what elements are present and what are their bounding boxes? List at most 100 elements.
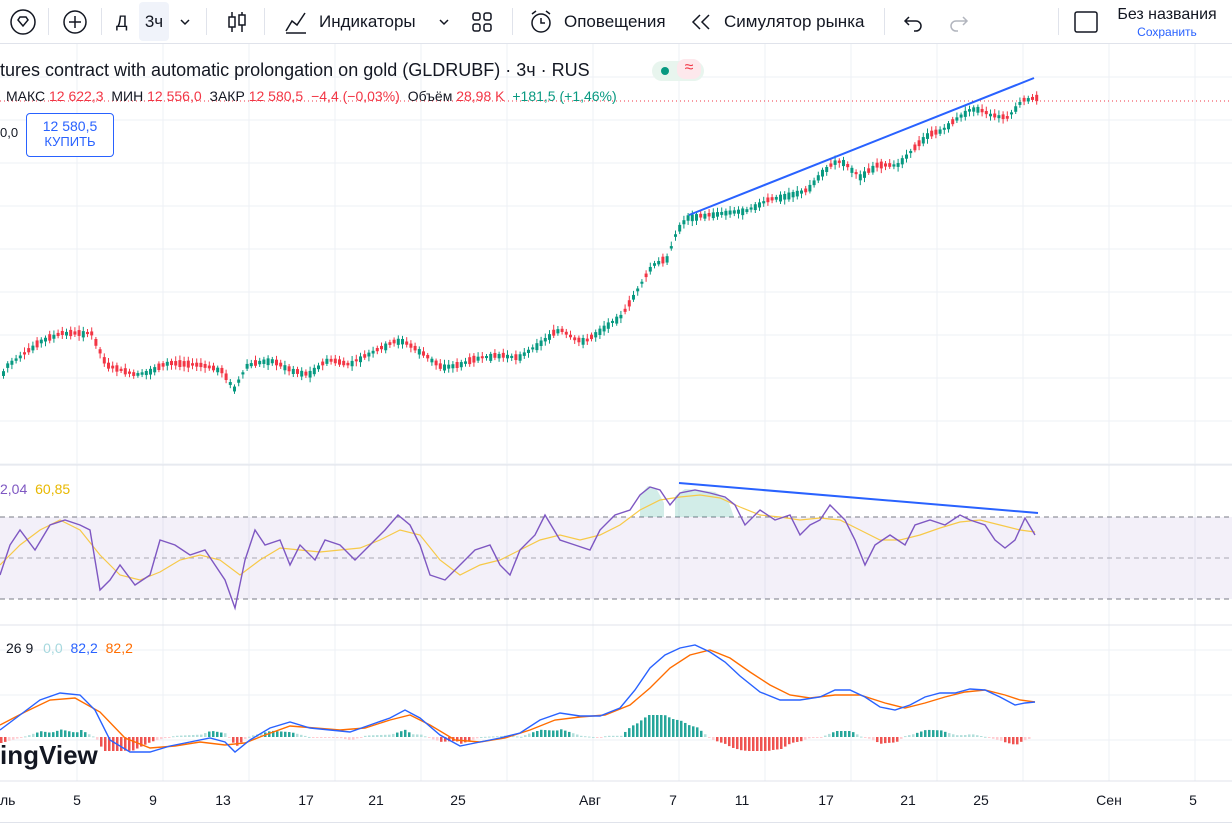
candle-body bbox=[430, 358, 434, 363]
buy-price: 12 580,5 bbox=[42, 118, 98, 134]
candle-body bbox=[669, 246, 673, 249]
interval-3h-button[interactable]: 3ч bbox=[139, 2, 169, 41]
time-axis-label: Авг bbox=[579, 792, 601, 808]
candle-body bbox=[98, 349, 102, 354]
save-link[interactable]: Сохранить bbox=[1137, 25, 1197, 39]
macd-hist-bar bbox=[840, 731, 843, 737]
macd-hist-bar bbox=[952, 734, 955, 737]
macd-hist-bar bbox=[272, 730, 275, 737]
chart-type-button[interactable] bbox=[224, 0, 250, 43]
symbol-favorite-button[interactable] bbox=[10, 0, 36, 43]
macd-hist-bar bbox=[628, 728, 631, 737]
macd-hist-bar bbox=[660, 715, 663, 737]
candle-body bbox=[833, 160, 837, 165]
macd-hist-bar bbox=[692, 726, 695, 737]
macd-hist-bar bbox=[300, 734, 303, 737]
macd-hist-bar bbox=[916, 732, 919, 737]
price-chart[interactable] bbox=[0, 44, 1232, 838]
candle-body bbox=[745, 209, 749, 213]
delay-icon: ≈ bbox=[677, 59, 701, 79]
candle-body bbox=[300, 370, 304, 377]
time-axis-label: 9 bbox=[149, 792, 157, 808]
macd-hist-bar bbox=[756, 737, 759, 751]
macd-hist-bar bbox=[748, 737, 751, 751]
candle-body bbox=[493, 352, 497, 358]
candle-body bbox=[359, 356, 362, 363]
macd-hist-bar bbox=[76, 732, 79, 737]
top-toolbar: Д 3ч Индикаторы Оповещения Симулятор рын… bbox=[0, 0, 1232, 44]
macd-hist-bar bbox=[156, 737, 159, 741]
macd-hist-bar bbox=[908, 735, 911, 737]
candle-body bbox=[212, 365, 215, 371]
alerts-button[interactable]: Оповещения bbox=[528, 0, 666, 43]
buy-button[interactable]: 12 580,5 КУПИТЬ bbox=[26, 113, 114, 157]
symbol-title[interactable]: tures contract with automatic prolongati… bbox=[0, 60, 590, 80]
rewind-icon bbox=[690, 11, 712, 33]
undo-button[interactable] bbox=[902, 0, 924, 43]
candle-body bbox=[947, 123, 950, 130]
compare-symbol-button[interactable] bbox=[62, 0, 88, 43]
grid-icon bbox=[470, 10, 494, 34]
market-simulator-button[interactable]: Симулятор рынка bbox=[690, 0, 864, 43]
candle-body bbox=[35, 340, 39, 348]
candle-body bbox=[170, 360, 173, 366]
macd-hist-bar bbox=[4, 737, 7, 742]
chart-grid bbox=[0, 44, 1232, 781]
candle-body bbox=[1026, 98, 1030, 102]
interval-d-button[interactable]: Д bbox=[116, 0, 128, 43]
macd-hist-bar bbox=[304, 735, 307, 737]
candle-body bbox=[518, 354, 522, 361]
macd-hist-bar bbox=[424, 736, 427, 738]
candle-body bbox=[539, 340, 543, 347]
macd-hist-bar bbox=[336, 737, 339, 739]
macd-hist-bar bbox=[436, 737, 439, 741]
candle-body bbox=[291, 368, 295, 374]
layout-checkbox[interactable] bbox=[1073, 0, 1099, 43]
macd-hist-bar bbox=[868, 737, 871, 739]
indicators-icon bbox=[283, 9, 309, 35]
macd-hist-bar bbox=[568, 731, 571, 737]
candle-body bbox=[930, 130, 934, 137]
candle-body bbox=[766, 197, 770, 203]
indicators-dropdown[interactable] bbox=[437, 0, 451, 43]
macd-hist-bar bbox=[1000, 737, 1003, 741]
templates-button[interactable] bbox=[470, 0, 494, 43]
interval-dropdown[interactable] bbox=[178, 0, 192, 43]
candle-body bbox=[1022, 97, 1026, 102]
macd-hist-bar bbox=[180, 735, 183, 737]
candle-body bbox=[648, 266, 652, 272]
candle-body bbox=[732, 210, 736, 214]
macd-hist-bar bbox=[1012, 737, 1015, 745]
candle-body bbox=[396, 338, 400, 345]
macd-hist-bar bbox=[352, 737, 355, 740]
candle-body bbox=[90, 331, 94, 336]
macd-hist-bar bbox=[604, 736, 607, 738]
rsi-overbought-fill-2 bbox=[675, 489, 734, 517]
candle-body bbox=[564, 331, 568, 335]
indicators-button[interactable]: Индикаторы bbox=[283, 0, 416, 43]
candle-body bbox=[615, 316, 619, 324]
candle-body bbox=[102, 357, 106, 364]
volume-label: Объём bbox=[407, 88, 453, 104]
macd-hist-bar bbox=[376, 735, 379, 737]
macd-hist-bar bbox=[292, 732, 295, 737]
candle-body bbox=[905, 154, 908, 159]
candle-body bbox=[627, 300, 631, 307]
candle-body bbox=[69, 329, 73, 337]
candle-body bbox=[228, 382, 232, 385]
candle-body bbox=[266, 358, 270, 366]
macd-hist-bar bbox=[500, 736, 503, 738]
macd-hist-bar bbox=[824, 735, 827, 737]
redo-button[interactable] bbox=[948, 0, 970, 43]
macd-hist-bar bbox=[296, 733, 299, 737]
market-status-badge[interactable]: ≈ bbox=[652, 59, 704, 81]
macd-params: 26 9 bbox=[6, 640, 34, 656]
macd-hist-bar bbox=[80, 730, 83, 737]
rsi-ma-value: 60,85 bbox=[35, 481, 71, 497]
macd-hist-bar bbox=[232, 737, 235, 743]
macd-hist-bar bbox=[732, 737, 735, 748]
macd-hist-bar bbox=[860, 736, 863, 738]
candle-body bbox=[107, 362, 110, 369]
candle-body bbox=[535, 343, 539, 351]
layout-name-button[interactable]: Без названия Сохранить bbox=[1108, 6, 1226, 39]
